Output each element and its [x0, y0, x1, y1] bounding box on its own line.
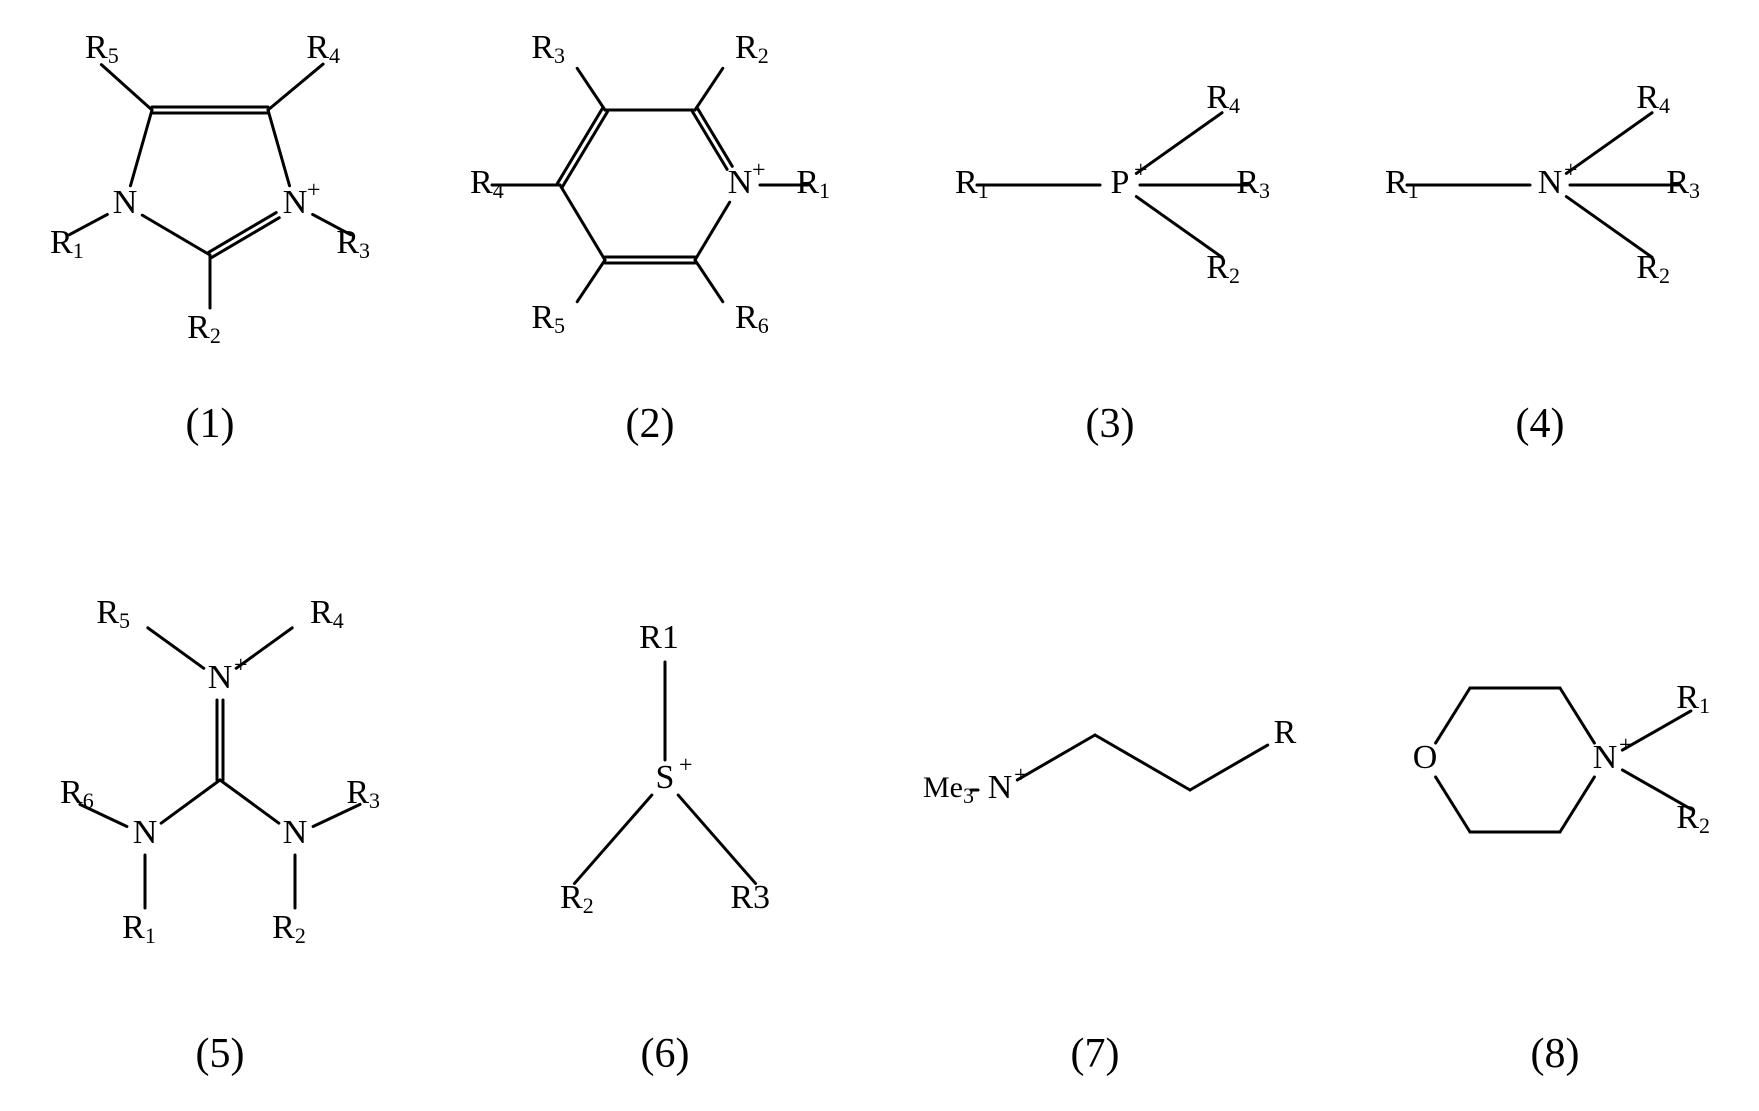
svg-text:O: O [1413, 739, 1438, 776]
svg-text:R3: R3 [1666, 164, 1700, 203]
structure-svg-5: N+NNR4R5R6R1R2R3 [20, 560, 420, 990]
svg-text:N: N [988, 769, 1013, 806]
svg-text:R3: R3 [346, 774, 380, 813]
structure-caption-3: (3) [910, 400, 1310, 448]
svg-text:R3: R3 [1236, 164, 1270, 203]
svg-text:+: + [234, 653, 248, 679]
structure-caption-6: (6) [500, 1030, 830, 1078]
svg-text:R5: R5 [531, 299, 565, 338]
svg-text:N: N [1538, 164, 1563, 201]
svg-text:R4: R4 [1206, 79, 1240, 118]
svg-text:R1: R1 [122, 909, 156, 948]
svg-text:R5: R5 [96, 594, 130, 633]
svg-text:N: N [283, 184, 308, 221]
svg-text:+: + [307, 178, 321, 204]
svg-text:N: N [133, 814, 158, 851]
svg-text:R1: R1 [1385, 164, 1419, 203]
svg-text:+: + [1564, 158, 1578, 184]
svg-text:R4: R4 [310, 594, 344, 633]
structure-4: N+ R1 R2 R3 R4 [1340, 10, 1740, 360]
svg-text:R2: R2 [1636, 249, 1670, 288]
svg-text:S: S [656, 759, 675, 796]
svg-text:+: + [752, 158, 766, 184]
svg-text:P: P [1111, 164, 1130, 201]
svg-text:R4: R4 [470, 164, 504, 203]
svg-text:+: + [1134, 158, 1148, 184]
svg-text:R1: R1 [955, 164, 989, 203]
svg-text:+: + [1014, 763, 1028, 789]
svg-text:R4: R4 [1636, 79, 1670, 118]
svg-text:R2: R2 [272, 909, 306, 948]
svg-text:+: + [1619, 733, 1633, 759]
svg-text:R: R [1274, 714, 1297, 751]
structure-grid: NN+R1R2R3R4R5(1)N+R1R2R3R4R5R6(2)P+R1R2R… [0, 0, 1759, 1111]
svg-text:Me3: Me3 [923, 771, 974, 808]
svg-text:R2: R2 [560, 879, 594, 918]
structure-svg-3: P+ R1 R2 R3 R4 [910, 10, 1310, 360]
svg-text:R2: R2 [1206, 249, 1240, 288]
svg-text:R3: R3 [730, 879, 770, 916]
svg-text:R5: R5 [85, 29, 119, 68]
svg-text:N: N [728, 164, 753, 201]
structure-caption-4: (4) [1340, 400, 1740, 448]
structure-caption-8: (8) [1370, 1030, 1740, 1078]
structure-1: NN+R1R2R3R4R5 [20, 10, 400, 360]
structure-svg-1: NN+R1R2R3R4R5 [20, 10, 400, 360]
structure-caption-2: (2) [430, 400, 870, 448]
svg-text:N: N [1593, 739, 1618, 776]
svg-text:N: N [208, 659, 233, 696]
structure-caption-1: (1) [20, 400, 400, 448]
structure-8: O N+ R1 R2 [1370, 560, 1740, 990]
structure-svg-4: N+ R1 R2 R3 R4 [1340, 10, 1740, 360]
svg-text:R3: R3 [531, 29, 565, 68]
svg-text:R4: R4 [306, 29, 340, 68]
svg-text:N: N [113, 184, 138, 221]
svg-text:R1: R1 [1676, 679, 1710, 718]
svg-text:R1: R1 [796, 164, 830, 203]
structure-2: N+ R1 R2 R3 R4 R5 R6 [430, 10, 870, 360]
svg-text:R6: R6 [735, 299, 769, 338]
structure-svg-8: O N+ R1 R2 [1370, 560, 1740, 990]
structure-5: N+NNR4R5R6R1R2R3 [20, 560, 420, 990]
structure-caption-7: (7) [870, 1030, 1320, 1078]
structure-6: S+ R1 R2 R3 [500, 560, 830, 990]
structure-svg-7: N+ Me3 R [870, 560, 1320, 990]
svg-text:N: N [283, 814, 308, 851]
svg-text:R2: R2 [187, 309, 221, 348]
structure-caption-5: (5) [20, 1030, 420, 1078]
svg-text:R6: R6 [60, 774, 94, 813]
structure-svg-2: N+ R1 R2 R3 R4 R5 R6 [430, 10, 870, 360]
structure-7: N+ Me3 R [870, 560, 1320, 990]
svg-text:R3: R3 [336, 224, 370, 263]
svg-text:R1: R1 [639, 619, 679, 656]
svg-text:R2: R2 [735, 29, 769, 68]
structure-svg-6: S+ R1 R2 R3 [500, 560, 830, 990]
svg-text:R2: R2 [1676, 799, 1710, 838]
svg-text:+: + [679, 753, 693, 779]
structure-3: P+ R1 R2 R3 R4 [910, 10, 1310, 360]
